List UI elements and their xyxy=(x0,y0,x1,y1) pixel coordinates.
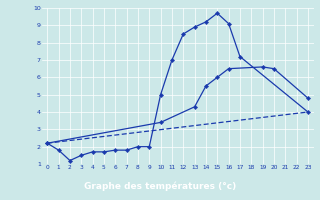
Text: Graphe des températures (°c): Graphe des températures (°c) xyxy=(84,181,236,191)
